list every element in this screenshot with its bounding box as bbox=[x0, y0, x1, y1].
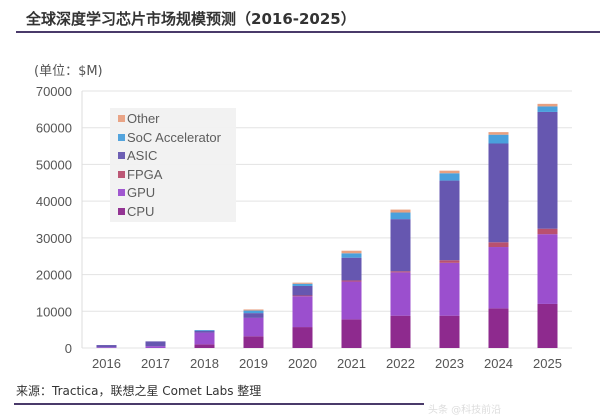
y-tick-label: 30000 bbox=[36, 231, 72, 246]
bar-fpga-2025 bbox=[537, 228, 558, 235]
bar-soc-accelerator-2020 bbox=[292, 283, 313, 286]
legend-swatch bbox=[118, 115, 125, 122]
bar-asic-2023 bbox=[439, 180, 460, 261]
bar-soc-accelerator-2018 bbox=[194, 330, 215, 331]
bar-asic-2019 bbox=[243, 313, 264, 318]
bar-fpga-2022 bbox=[390, 271, 411, 273]
bar-gpu-2022 bbox=[390, 272, 411, 316]
bar-cpu-2023 bbox=[439, 315, 460, 348]
bar-asic-2024 bbox=[488, 143, 509, 243]
y-tick-label: 40000 bbox=[36, 194, 72, 209]
x-tick-label: 2020 bbox=[288, 356, 317, 371]
x-tick-label: 2024 bbox=[484, 356, 513, 371]
bar-soc-accelerator-2024 bbox=[488, 134, 509, 144]
bar-soc-accelerator-2021 bbox=[341, 253, 362, 258]
bar-other-2024 bbox=[488, 132, 509, 135]
bar-soc-accelerator-2023 bbox=[439, 173, 460, 181]
legend-item: FPGA bbox=[118, 167, 162, 182]
bar-gpu-2019 bbox=[243, 317, 264, 337]
x-tick-label: 2019 bbox=[239, 356, 268, 371]
x-tick-label: 2023 bbox=[435, 356, 464, 371]
legend-swatch bbox=[118, 189, 125, 196]
legend-label: FPGA bbox=[127, 166, 163, 182]
x-tick-label: 2025 bbox=[533, 356, 562, 371]
bar-cpu-2018 bbox=[194, 344, 215, 348]
bar-soc-accelerator-2019 bbox=[243, 310, 264, 314]
legend-label: ASIC bbox=[127, 148, 158, 163]
legend-swatch bbox=[118, 133, 125, 141]
bar-fpga-2024 bbox=[488, 242, 509, 248]
x-tick-label: 2021 bbox=[337, 356, 366, 371]
bar-cpu-2024 bbox=[488, 308, 509, 348]
legend-item: GPU bbox=[118, 185, 155, 200]
y-tick-label: 60000 bbox=[36, 121, 72, 136]
bar-cpu-2022 bbox=[390, 315, 411, 348]
bar-gpu-2016 bbox=[96, 347, 117, 348]
bar-gpu-2018 bbox=[194, 332, 215, 345]
bar-asic-2020 bbox=[292, 285, 313, 296]
bar-soc-accelerator-2022 bbox=[390, 212, 411, 220]
y-tick-label: 10000 bbox=[36, 304, 72, 319]
bar-cpu-2021 bbox=[341, 319, 362, 348]
legend-item: SoC Accelerator bbox=[118, 130, 221, 145]
bar-asic-2018 bbox=[194, 330, 215, 333]
bar-asic-2025 bbox=[537, 111, 558, 229]
legend-swatch bbox=[118, 170, 125, 178]
watermark: 头条 @科技前沿 bbox=[428, 405, 502, 416]
title-divider bbox=[16, 31, 600, 33]
legend-swatch bbox=[118, 207, 125, 215]
footer-divider bbox=[14, 403, 424, 405]
legend-item: Other bbox=[118, 111, 160, 126]
bar-other-2020 bbox=[292, 282, 313, 284]
bar-fpga-2020 bbox=[292, 295, 313, 297]
bar-asic-2022 bbox=[390, 219, 411, 272]
bar-asic-2017 bbox=[145, 341, 166, 347]
bar-cpu-2025 bbox=[537, 303, 558, 348]
bar-gpu-2020 bbox=[292, 296, 313, 328]
bar-other-2023 bbox=[439, 170, 460, 174]
bar-gpu-2024 bbox=[488, 247, 509, 309]
legend-label: Other bbox=[127, 111, 160, 126]
x-tick-label: 2017 bbox=[141, 356, 170, 371]
bar-fpga-2021 bbox=[341, 280, 362, 282]
source-note: 来源：Tractica，联想之星 Comet Labs 整理 bbox=[16, 384, 262, 398]
legend-swatch bbox=[118, 152, 125, 159]
y-tick-label: 50000 bbox=[36, 157, 72, 172]
bar-cpu-2019 bbox=[243, 336, 264, 348]
bar-soc-accelerator-2025 bbox=[537, 106, 558, 112]
y-tick-label: 20000 bbox=[36, 268, 72, 283]
x-tick-label: 2016 bbox=[92, 356, 121, 371]
bar-fpga-2023 bbox=[439, 260, 460, 263]
legend-label: GPU bbox=[127, 185, 156, 200]
legend: Other SoC Accelerator ASIC FPGA GPU CPU bbox=[110, 108, 236, 222]
bar-asic-2016 bbox=[96, 345, 117, 348]
page-title: 全球深度学习芯片市场规模预测（2016-2025） bbox=[26, 10, 356, 28]
legend-label: SoC Accelerator bbox=[127, 129, 221, 145]
legend-item: ASIC bbox=[118, 148, 157, 163]
bar-gpu-2021 bbox=[341, 281, 362, 320]
bar-other-2025 bbox=[537, 103, 558, 107]
bar-asic-2021 bbox=[341, 257, 362, 281]
bar-gpu-2025 bbox=[537, 234, 558, 304]
legend-item: CPU bbox=[118, 204, 154, 219]
x-tick-label: 2022 bbox=[386, 356, 415, 371]
bar-gpu-2017 bbox=[145, 346, 166, 348]
y-tick-label: 0 bbox=[65, 341, 72, 356]
bar-cpu-2020 bbox=[292, 327, 313, 348]
legend-label: CPU bbox=[127, 203, 155, 219]
bar-other-2021 bbox=[341, 250, 362, 254]
bar-gpu-2023 bbox=[439, 262, 460, 316]
unit-label: (单位：$M) bbox=[34, 64, 103, 79]
x-tick-label: 2018 bbox=[190, 356, 219, 371]
y-tick-label: 70000 bbox=[36, 84, 72, 99]
bar-other-2022 bbox=[390, 209, 411, 213]
bar-other-2019 bbox=[243, 309, 264, 311]
